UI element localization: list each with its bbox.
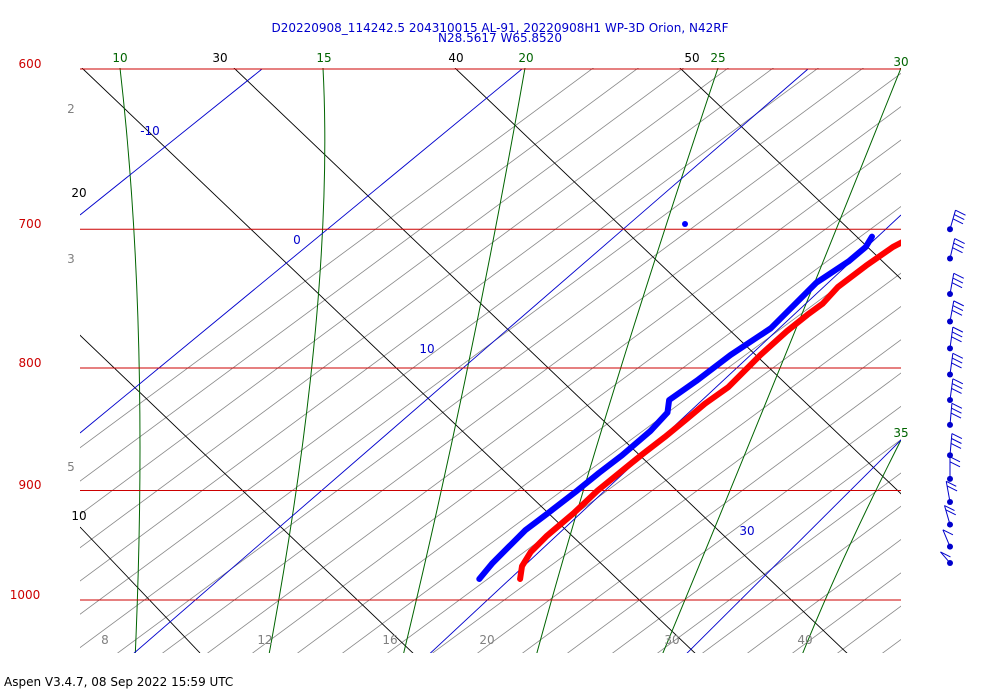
isotherm-line	[686, 439, 901, 653]
moist-adiabat-line	[662, 68, 901, 653]
moist-adiabat-label: 20	[518, 51, 533, 65]
wind-barb	[947, 238, 965, 262]
dry-adiabat-label: 50	[684, 51, 699, 65]
mixing-ratio-label: 30	[664, 633, 679, 647]
moist-adiabat-line	[536, 68, 719, 653]
mixing-ratio-line	[117, 72, 901, 653]
mixing-ratio-line	[80, 68, 684, 515]
moist-adiabat-label: 25	[710, 51, 725, 65]
wind-barb	[947, 402, 963, 428]
dry-adiabat-line	[454, 68, 901, 495]
temperature-trace	[517, 239, 901, 582]
dry-adiabat-label: 40	[448, 51, 463, 65]
isotherm-line	[133, 68, 809, 653]
isobar-label: 700	[19, 217, 42, 231]
mixing-ratio-line	[297, 206, 901, 653]
dry-adiabat-line	[80, 526, 201, 653]
dewpoint-trace	[476, 233, 875, 582]
launch-point-marker	[682, 221, 688, 227]
mixing-ratio-label: 3	[67, 252, 75, 266]
wind-barb	[945, 480, 958, 505]
mixing-ratio-label: 40	[797, 633, 812, 647]
mixing-ratio-line	[432, 305, 901, 653]
mixing-ratio-label: 20	[479, 633, 494, 647]
isotherm-label: 20	[71, 186, 86, 200]
wind-barb	[947, 272, 964, 298]
mixing-ratio-line	[567, 405, 901, 653]
isotherm-label: -10	[140, 124, 160, 138]
dry-adiabat-line	[899, 68, 901, 70]
wind-barb	[940, 551, 953, 566]
moist-adiabat-line	[802, 439, 901, 653]
moist-adiabat-label: 15	[316, 51, 331, 65]
wind-barb	[947, 209, 966, 233]
wind-barb	[942, 529, 954, 550]
dry-adiabat-line	[679, 68, 901, 280]
moist-adiabat-label: 35	[893, 426, 908, 440]
mixing-ratio-line	[162, 106, 901, 653]
moist-adiabat-label: 30	[893, 55, 908, 69]
mixing-ratio-line	[612, 439, 901, 653]
wind-barb	[947, 378, 964, 404]
isotherm-label: 0	[293, 233, 301, 247]
mixing-ratio-line	[252, 172, 901, 653]
dry-adiabat-label: 30	[212, 51, 227, 65]
isotherm-label: 10	[419, 342, 434, 356]
mixing-ratio-label: 2	[67, 102, 75, 116]
mixing-ratio-line	[925, 0, 1000, 655]
mixing-ratio-line	[80, 68, 594, 449]
dry-adiabat-line	[80, 334, 414, 653]
mixing-ratio-line	[80, 68, 639, 482]
mixing-ratio-line	[792, 572, 901, 653]
mixing-ratio-line	[657, 472, 901, 653]
mixing-ratio-label: 16	[382, 633, 397, 647]
chart-title-line1: D20220908_114242.5 204310015 AL-91, 2022…	[271, 21, 729, 35]
isobar-label: 1000	[10, 588, 41, 602]
mixing-ratio-line	[837, 605, 901, 653]
isotherm-label: 10	[71, 509, 86, 523]
isobar-label: 900	[19, 478, 42, 492]
wind-barb	[947, 433, 963, 459]
wind-barb	[947, 352, 964, 378]
mixing-ratio-line	[80, 68, 864, 649]
isotherm-line	[80, 68, 523, 434]
moist-adiabat-line	[403, 68, 526, 653]
mixing-ratio-label: 8	[101, 633, 109, 647]
isotherm-line	[80, 68, 263, 216]
wind-barb	[947, 326, 964, 352]
dry-adiabat-line	[81, 68, 696, 653]
footer-version: Aspen V3.4.7, 08 Sep 2022 15:59 UTC	[4, 675, 234, 689]
mixing-ratio-line	[882, 638, 901, 653]
mixing-ratio-line	[80, 68, 729, 549]
isobar-label: 600	[19, 57, 42, 71]
moist-adiabat-line	[268, 68, 326, 653]
mixing-ratio-line	[522, 372, 901, 653]
moist-adiabat-line	[119, 68, 141, 653]
isotherm-label: 30	[739, 524, 754, 538]
mixing-ratio-line	[702, 505, 901, 653]
wind-barb	[947, 300, 964, 325]
mixing-ratio-line	[80, 68, 774, 582]
wind-barb	[947, 456, 961, 482]
moist-adiabat-label: 10	[112, 51, 127, 65]
isobar-label: 800	[19, 356, 42, 370]
mixing-ratio-line	[207, 139, 901, 653]
chart-title-line2: N28.5617 W65.8520	[438, 31, 562, 45]
mixing-ratio-label: 12	[257, 633, 272, 647]
mixing-ratio-line	[80, 68, 819, 615]
dry-adiabat-line	[233, 68, 848, 653]
wind-barb	[944, 505, 956, 528]
mixing-ratio-line	[477, 339, 901, 653]
mixing-ratio-label: 5	[67, 460, 75, 474]
mixing-ratio-line	[342, 239, 901, 653]
